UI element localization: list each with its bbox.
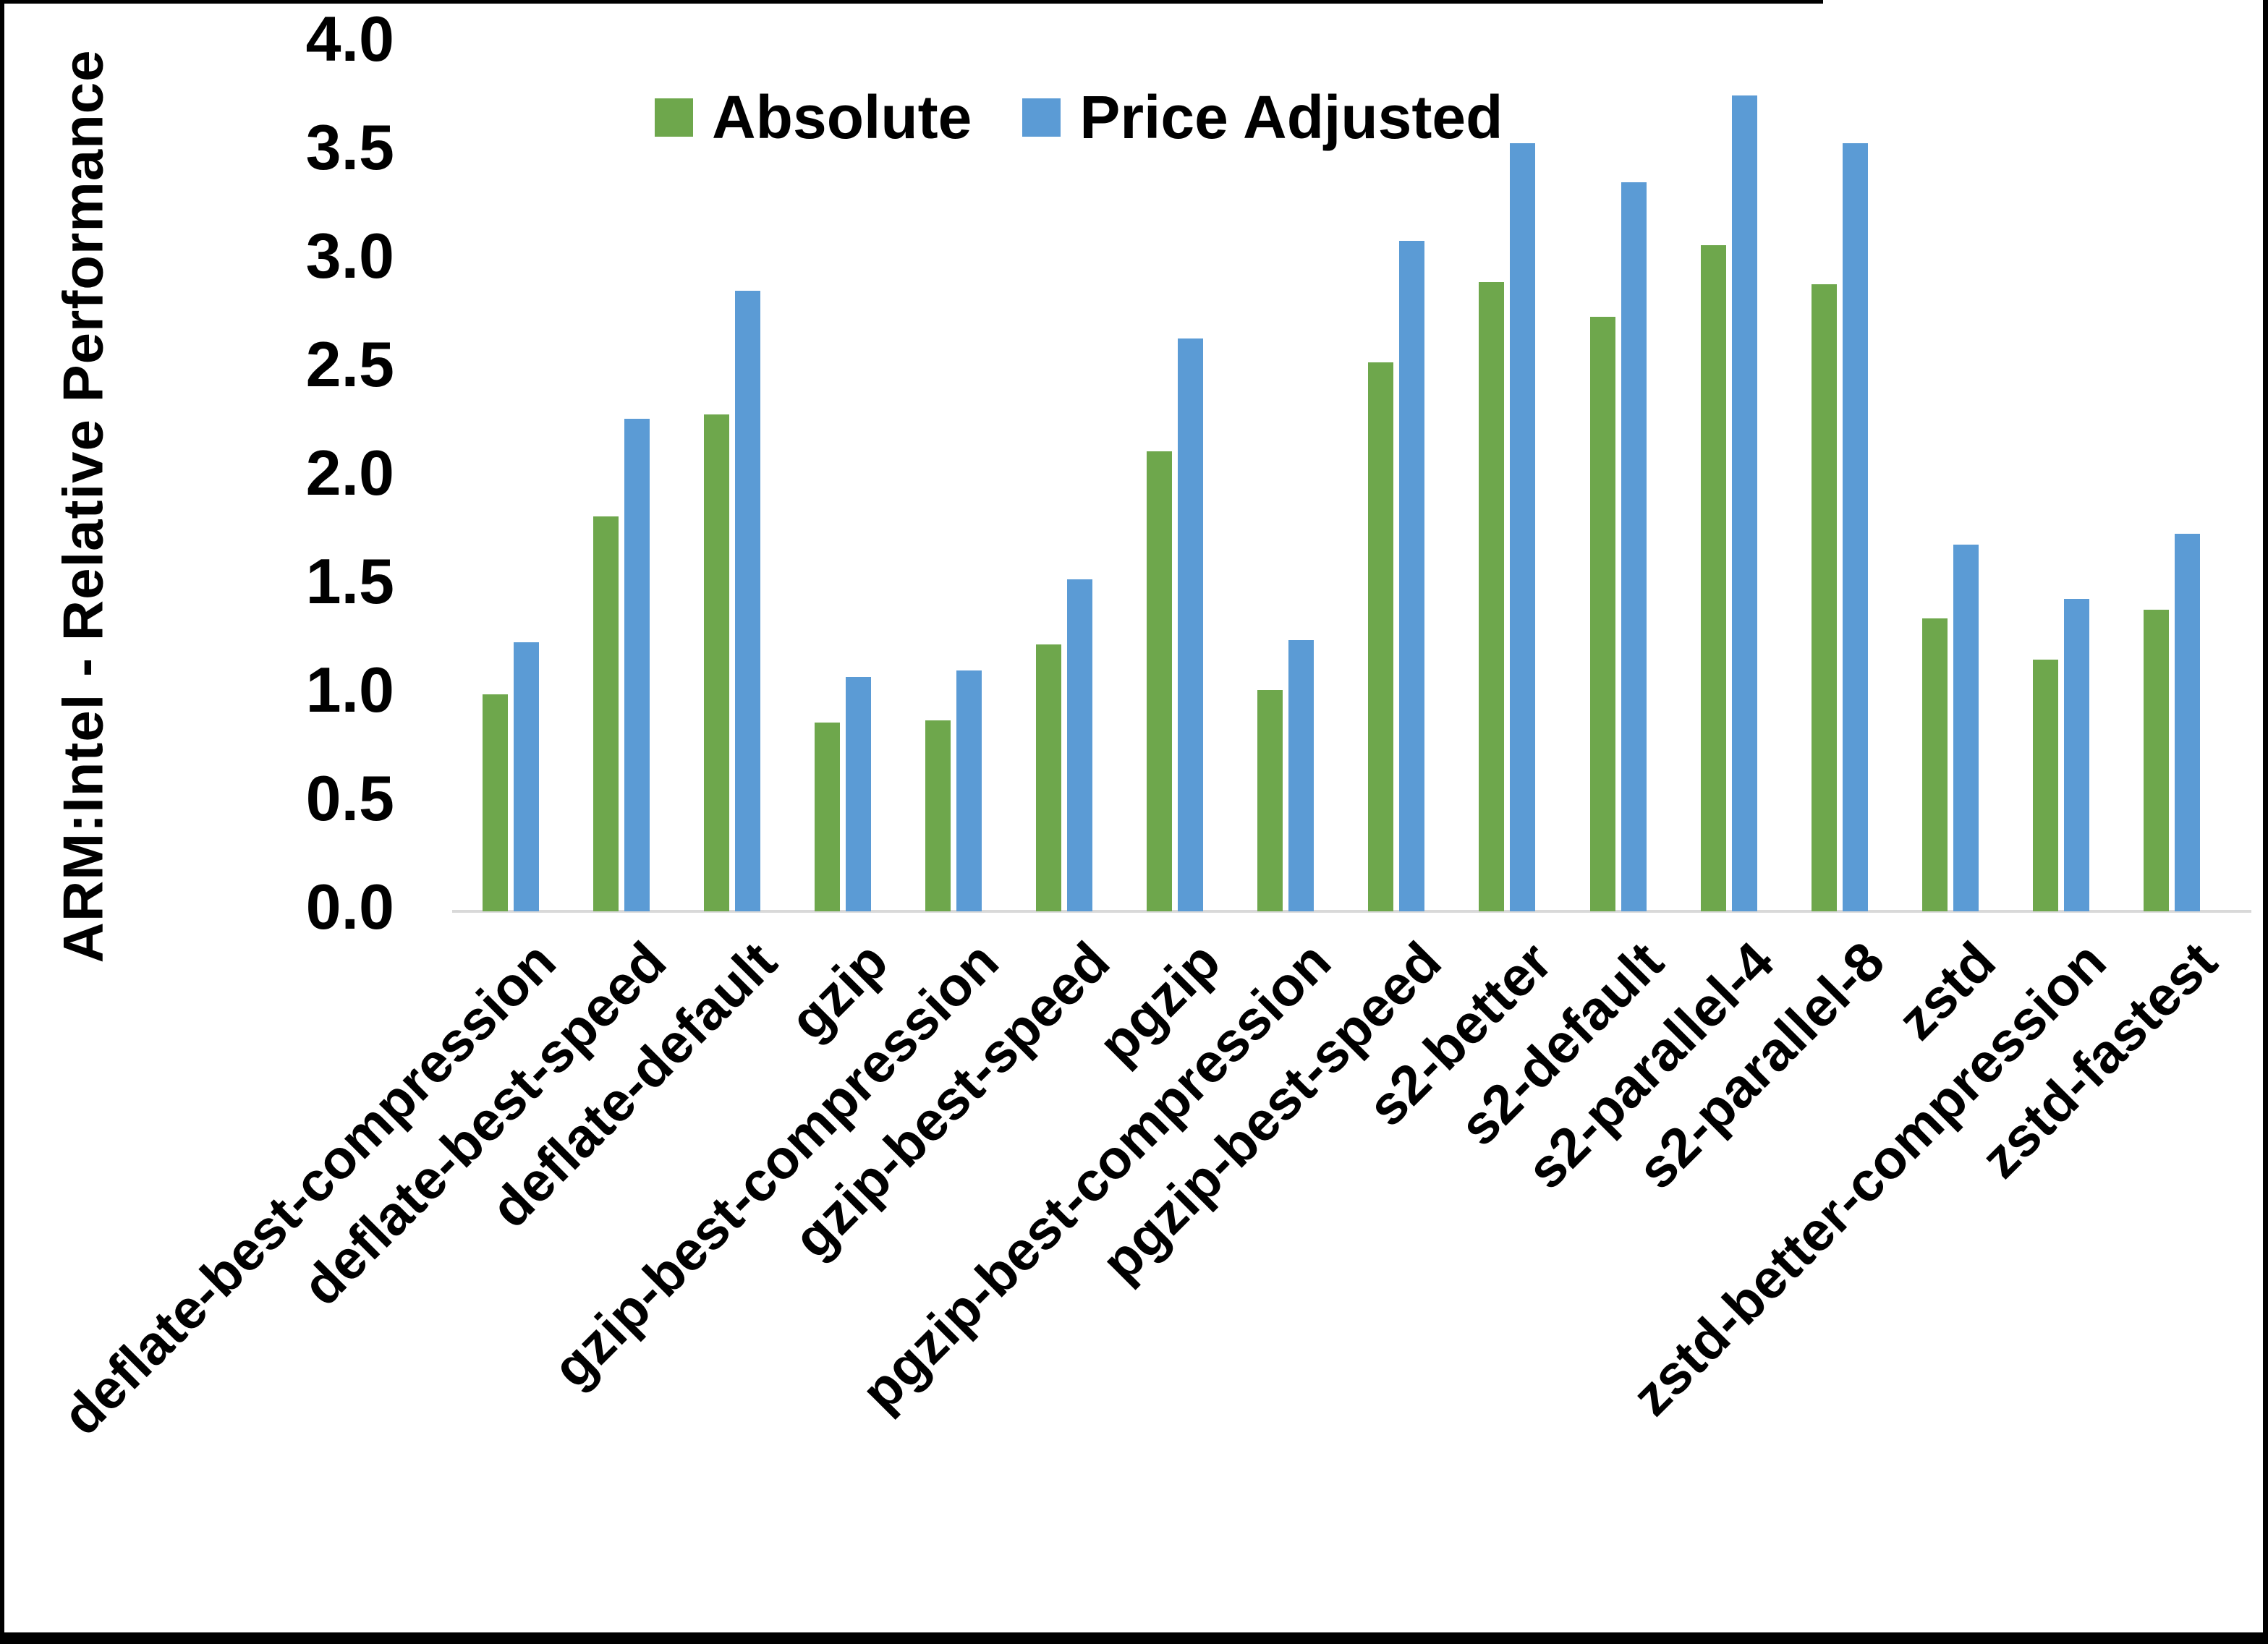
bar-price-adjusted [1621, 182, 1647, 911]
bar-price-adjusted [1178, 338, 1203, 911]
y-tick-label: 4.0 [305, 3, 394, 74]
bar-absolute [1922, 618, 1948, 911]
bar-price-adjusted [2064, 599, 2089, 911]
bar-absolute [483, 694, 508, 911]
bar-absolute [815, 723, 840, 911]
bar-absolute [1147, 451, 1172, 911]
legend-label-absolute: Absolute [712, 83, 972, 151]
bar-price-adjusted [956, 670, 982, 911]
legend-swatch-price-adjusted-icon [1022, 98, 1061, 137]
bar-absolute [2033, 660, 2058, 911]
y-axis-title: ARM:Intel - Relative Performance [51, 49, 115, 963]
bar-absolute [1812, 284, 1837, 911]
bar-price-adjusted [514, 642, 539, 911]
legend: Absolute Price Adjusted [655, 81, 1503, 153]
bar-absolute [593, 516, 619, 911]
frame-border-left [0, 0, 4, 1644]
frame-border-top [0, 0, 1823, 4]
bar-price-adjusted [1953, 545, 1979, 911]
y-tick-label: 3.5 [305, 111, 394, 183]
frame-border-right [2263, 0, 2268, 1644]
legend-swatch-absolute-icon [655, 98, 693, 137]
y-tick-label: 1.5 [305, 545, 394, 617]
y-tick-label: 2.5 [305, 328, 394, 400]
bar-price-adjusted [1843, 143, 1868, 911]
bar-price-adjusted [1288, 640, 1314, 911]
bar-absolute [1590, 317, 1615, 911]
bar-absolute [2144, 610, 2169, 911]
bar-absolute [704, 414, 729, 911]
bar-absolute [1036, 644, 1061, 911]
y-tick-label: 0.5 [305, 762, 394, 834]
bar-absolute [1479, 282, 1504, 911]
y-tick-label: 0.0 [305, 871, 394, 942]
bar-price-adjusted [1732, 95, 1757, 911]
y-tick-label: 3.0 [305, 220, 394, 291]
bar-absolute [1701, 245, 1726, 911]
bar-price-adjusted [1399, 241, 1424, 911]
legend-label-price-adjusted: Price Adjusted [1079, 83, 1503, 151]
x-axis-line [452, 910, 2251, 913]
bar-absolute [1257, 690, 1283, 911]
legend-item-price-adjusted: Price Adjusted [1022, 87, 1503, 148]
bar-price-adjusted [846, 677, 871, 911]
bar-price-adjusted [2175, 534, 2200, 911]
y-tick-label: 1.0 [305, 654, 394, 725]
legend-item-absolute: Absolute [655, 87, 972, 148]
bar-absolute [925, 720, 951, 911]
bar-price-adjusted [735, 291, 760, 911]
bar-price-adjusted [1510, 143, 1535, 911]
bar-price-adjusted [1067, 579, 1092, 911]
bar-price-adjusted [624, 419, 650, 911]
bar-absolute [1368, 362, 1393, 911]
y-tick-label: 2.0 [305, 437, 394, 508]
frame-border-bottom [0, 1632, 2268, 1644]
